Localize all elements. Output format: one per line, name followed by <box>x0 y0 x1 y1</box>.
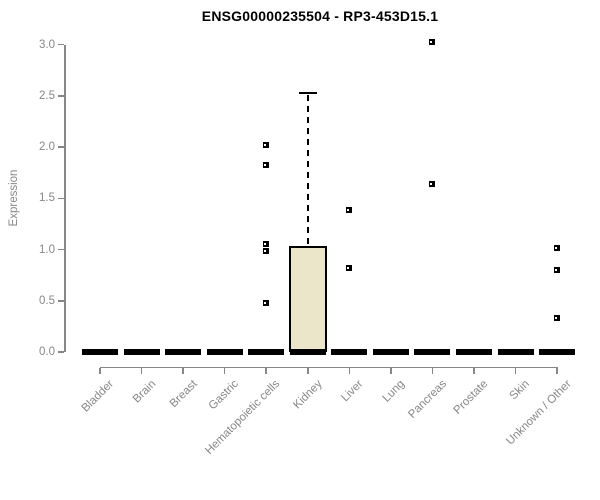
outlier-point <box>263 299 270 306</box>
outlier-point <box>346 206 353 213</box>
outlier-point <box>263 142 270 149</box>
outlier-point <box>346 264 353 271</box>
x-tick-label: Pancreas <box>406 378 449 421</box>
x-tick-label: Skin <box>507 378 532 403</box>
median-bar <box>206 349 243 355</box>
outlier-point <box>554 267 561 274</box>
median-bar <box>289 349 326 355</box>
x-tick <box>348 368 351 374</box>
median-bar <box>123 349 160 355</box>
x-tick <box>514 368 517 374</box>
x-tick-label: Bladder <box>79 378 117 415</box>
chart-title: ENSG00000235504 - RP3-453D15.1 <box>201 8 439 24</box>
outlier-point-notch <box>555 317 558 320</box>
outlier-point-notch <box>555 269 558 272</box>
x-tick <box>431 368 434 374</box>
x-tick-label: Kidney <box>290 378 325 412</box>
outlier-point-notch <box>347 266 350 269</box>
x-tick-label: Liver <box>339 378 366 405</box>
y-tick-label: 3.0 <box>39 38 55 51</box>
y-tick-label: 1.0 <box>39 243 55 256</box>
x-tick <box>140 368 143 374</box>
y-tick <box>58 351 64 353</box>
median-bar <box>248 349 285 355</box>
outlier-point-notch <box>347 208 350 211</box>
outlier-point <box>263 247 270 254</box>
median-bar <box>82 349 118 355</box>
outlier-point-notch <box>264 243 267 246</box>
y-tick-label: 0.5 <box>39 294 55 307</box>
y-tick-label: 2.5 <box>39 89 55 102</box>
median-bar <box>455 349 492 355</box>
x-tick <box>556 368 558 374</box>
median-bar <box>497 349 534 355</box>
y-tick <box>58 248 64 251</box>
x-tick-label: Brain <box>130 378 159 406</box>
y-tick <box>58 43 64 46</box>
x-tick-label: Breast <box>167 378 200 410</box>
x-tick-label: Hematopoietic cells <box>203 378 283 457</box>
outlier-point <box>554 244 561 251</box>
outlier-point <box>429 38 436 45</box>
y-tick-label: 2.0 <box>39 141 55 154</box>
whisker-cap <box>298 91 317 94</box>
x-axis-line <box>99 366 558 368</box>
outlier-point <box>429 180 436 187</box>
outlier-point <box>554 315 561 322</box>
outlier-point <box>263 241 270 248</box>
box <box>288 246 327 352</box>
outlier-point-notch <box>430 40 433 43</box>
y-tick-label: 1.5 <box>39 192 55 205</box>
outlier-point-notch <box>430 182 433 185</box>
y-tick <box>58 146 64 148</box>
outlier-point-notch <box>264 249 267 252</box>
outlier-point <box>263 161 270 168</box>
y-tick <box>58 300 64 302</box>
median-bar <box>331 349 368 355</box>
x-tick-label: Prostate <box>451 378 491 417</box>
x-tick <box>99 368 101 374</box>
median-bar <box>539 349 576 355</box>
x-tick <box>223 368 226 374</box>
outlier-point-notch <box>264 144 267 147</box>
y-axis-line <box>64 44 66 352</box>
y-tick-label: 0.0 <box>39 346 55 358</box>
median-bar <box>165 349 202 355</box>
x-tick <box>473 368 475 374</box>
x-tick <box>307 368 309 374</box>
outlier-point-notch <box>555 246 558 249</box>
median-bar <box>414 349 451 355</box>
x-tick <box>390 368 392 374</box>
y-tick <box>58 197 64 200</box>
median-bar <box>372 349 409 355</box>
x-tick-label: Gastric <box>206 378 242 413</box>
whisker <box>306 94 309 247</box>
outlier-point-notch <box>264 301 267 304</box>
outlier-point-notch <box>264 163 267 166</box>
x-tick-label: Lung <box>380 378 408 405</box>
y-tick <box>58 95 64 97</box>
x-tick <box>265 368 267 374</box>
x-tick <box>182 368 184 374</box>
